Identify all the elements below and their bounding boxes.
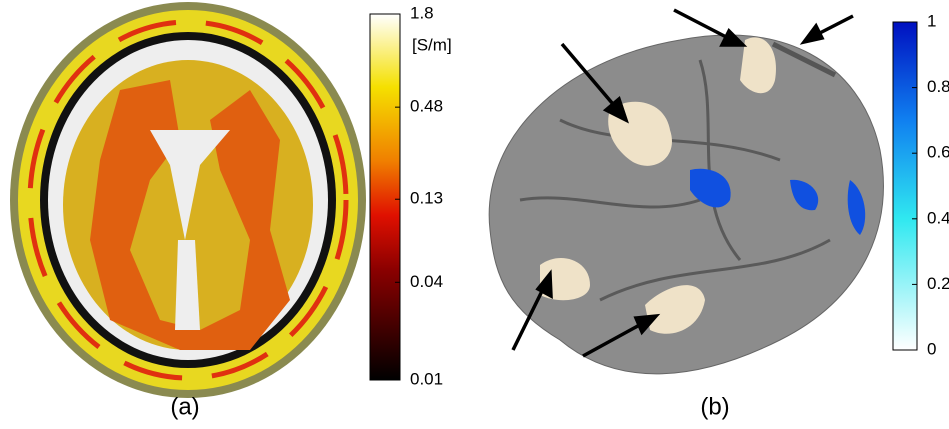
head-slice (10, 2, 366, 398)
colorbar-tick-label: 1.8 (410, 3, 434, 22)
cortex (488, 8, 884, 375)
colorbar (892, 21, 918, 351)
colorbar-tick-label: 0.48 (410, 97, 443, 116)
colorbar-tick-label: 0.6 (927, 143, 949, 162)
colorbar-tick-label: 1 (927, 11, 936, 30)
colorbar-tick-label: 0.8 (927, 77, 949, 96)
colorbar-tick-label: 0.4 (927, 208, 949, 227)
panel-label: (b) (700, 393, 729, 420)
panel-label: (a) (170, 393, 199, 420)
colorbar (369, 13, 401, 381)
colorbar-tick-label: 0.13 (410, 189, 443, 208)
colorbar-tick-label: 0.01 (410, 369, 443, 388)
colorbar-tick-label: 0 (927, 339, 936, 358)
colorbar-tick-label: 0.04 (410, 272, 443, 291)
colorbar-tick-label: 0.2 (927, 274, 949, 293)
colorbar-unit: [S/m] (412, 35, 452, 54)
